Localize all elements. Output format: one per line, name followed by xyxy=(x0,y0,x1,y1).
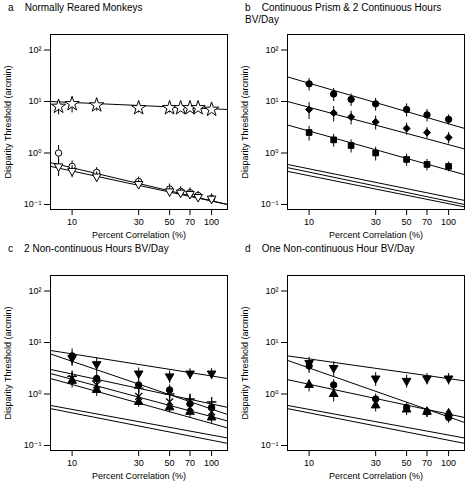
svg-text:10²: 10² xyxy=(28,45,41,55)
svg-text:10: 10 xyxy=(304,458,314,468)
svg-text:10¹: 10¹ xyxy=(265,96,278,106)
svg-text:30: 30 xyxy=(371,458,381,468)
svg-text:70: 70 xyxy=(185,217,195,227)
svg-text:10⁰: 10⁰ xyxy=(28,389,42,399)
svg-text:50: 50 xyxy=(402,217,412,227)
svg-text:10⁰: 10⁰ xyxy=(265,148,279,158)
svg-text:10: 10 xyxy=(304,217,314,227)
svg-text:Percent Correlation (%): Percent Correlation (%) xyxy=(92,471,186,481)
svg-text:70: 70 xyxy=(422,217,432,227)
svg-text:50: 50 xyxy=(165,458,175,468)
html-text:d One Non-continuous Hour BV/D: d One Non-continuous Hour BV/Day xyxy=(245,243,415,254)
svg-text:Disparity Threshold (arcmin): Disparity Threshold (arcmin) xyxy=(240,307,250,420)
svg-text:10⁻¹: 10⁻¹ xyxy=(261,440,279,450)
svg-text:10: 10 xyxy=(67,458,77,468)
svg-text:10²: 10² xyxy=(265,45,278,55)
svg-text:10⁰: 10⁰ xyxy=(28,148,42,158)
svg-text:10¹: 10¹ xyxy=(265,337,278,347)
svg-text:10⁻¹: 10⁻¹ xyxy=(261,199,279,209)
svg-text:100: 100 xyxy=(204,458,219,468)
svg-text:10⁰: 10⁰ xyxy=(265,389,279,399)
svg-text:10⁻¹: 10⁻¹ xyxy=(24,440,42,450)
svg-text:Percent Correlation (%): Percent Correlation (%) xyxy=(329,471,423,481)
svg-text:Percent Correlation (%): Percent Correlation (%) xyxy=(329,230,423,240)
svg-text:Percent Correlation (%): Percent Correlation (%) xyxy=(92,230,186,240)
svg-text:Disparity Threshold (arcmin): Disparity Threshold (arcmin) xyxy=(3,307,13,420)
svg-text:70: 70 xyxy=(422,458,432,468)
svg-text:50: 50 xyxy=(165,217,175,227)
html-text:c 2 Non-continuous Hours BV/Da: c 2 Non-continuous Hours BV/Day xyxy=(8,243,169,254)
svg-text:50: 50 xyxy=(402,458,412,468)
svg-text:100: 100 xyxy=(441,458,456,468)
svg-text:10²: 10² xyxy=(265,286,278,296)
svg-text:70: 70 xyxy=(185,458,195,468)
html-text:b Continuous Prism & 2 Continu: b Continuous Prism & 2 Continuous Hours … xyxy=(245,2,444,25)
svg-text:30: 30 xyxy=(134,217,144,227)
svg-text:100: 100 xyxy=(204,217,219,227)
svg-text:10: 10 xyxy=(67,217,77,227)
svg-text:10⁻¹: 10⁻¹ xyxy=(24,199,42,209)
svg-text:30: 30 xyxy=(134,458,144,468)
svg-text:Disparity Threshold (arcmin): Disparity Threshold (arcmin) xyxy=(3,66,13,179)
svg-text:100: 100 xyxy=(441,217,456,227)
svg-text:30: 30 xyxy=(371,217,381,227)
svg-text:Disparity Threshold (arcmin): Disparity Threshold (arcmin) xyxy=(240,66,250,179)
svg-text:10²: 10² xyxy=(28,286,41,296)
html-text:a Normally Reared Monkeys: a Normally Reared Monkeys xyxy=(8,2,143,13)
svg-text:10¹: 10¹ xyxy=(28,337,41,347)
svg-text:10¹: 10¹ xyxy=(28,96,41,106)
